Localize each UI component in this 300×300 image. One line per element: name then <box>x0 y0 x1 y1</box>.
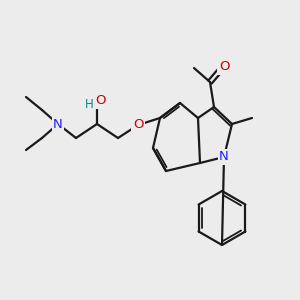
Text: N: N <box>219 151 229 164</box>
Text: N: N <box>53 118 63 130</box>
Text: O: O <box>95 94 105 107</box>
Text: H: H <box>85 98 93 110</box>
Text: O: O <box>219 61 229 74</box>
Text: O: O <box>133 118 143 131</box>
